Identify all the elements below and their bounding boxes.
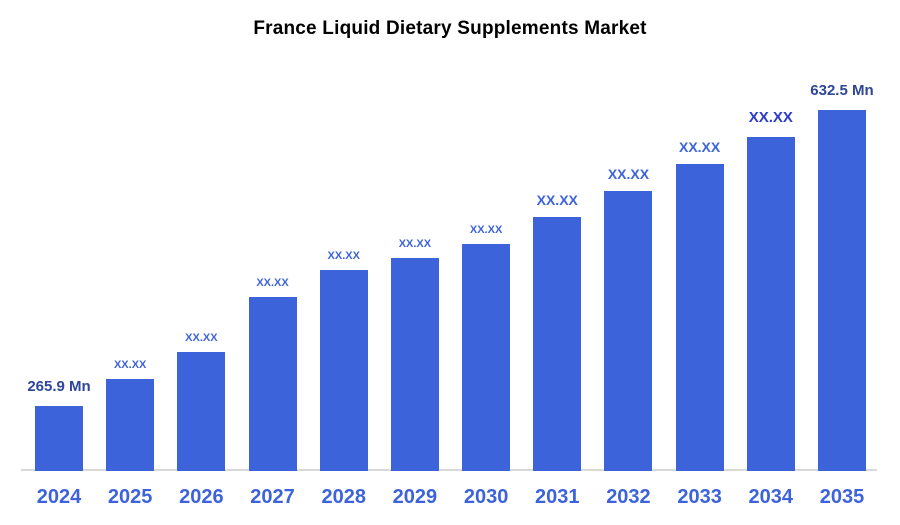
- bar-2025: [106, 379, 155, 471]
- bar-2027: [248, 297, 297, 471]
- value-label-2031: XX.XX: [536, 192, 578, 208]
- x-tick-2029: 2029: [392, 486, 438, 508]
- bar-2032: [604, 191, 653, 471]
- value-label-2029: XX.XX: [398, 238, 432, 250]
- x-axis-line: [21, 469, 877, 471]
- x-tick-2035: 2035: [819, 486, 865, 508]
- x-tick-2033: 2033: [677, 486, 722, 508]
- x-tick-2032: 2032: [606, 486, 651, 508]
- value-label-2033: XX.XX: [678, 139, 721, 155]
- x-tick-2026: 2026: [179, 486, 224, 508]
- x-tick-2028: 2028: [321, 486, 366, 508]
- bar-2035: [817, 110, 866, 471]
- bar-2031: [533, 217, 582, 471]
- x-tick-2031: 2031: [535, 486, 580, 508]
- bar-2033: [675, 164, 724, 471]
- bar-2034: [746, 137, 795, 471]
- value-label-2026: XX.XX: [185, 332, 218, 344]
- x-tick-2030: 2030: [463, 486, 509, 508]
- bar-2024: [35, 406, 83, 471]
- value-label-2027: XX.XX: [256, 277, 289, 289]
- bar-2030: [462, 244, 511, 471]
- value-label-2024: 265.9 Mn: [27, 378, 91, 395]
- value-label-2030: XX.XX: [469, 224, 503, 236]
- value-label-2032: XX.XX: [607, 166, 650, 182]
- value-label-2034: XX.XX: [748, 109, 793, 126]
- x-tick-2024: 2024: [36, 486, 82, 508]
- chart-title: France Liquid Dietary Supplements Market: [253, 18, 647, 39]
- value-label-2025: XX.XX: [113, 359, 147, 371]
- bar-2026: [177, 352, 226, 471]
- x-tick-2025: 2025: [107, 486, 153, 508]
- value-label-2035: 632.5 Mn: [810, 82, 874, 99]
- bar-2028: [319, 270, 368, 471]
- value-label-2028: XX.XX: [327, 250, 360, 262]
- x-tick-2027: 2027: [250, 486, 295, 508]
- bar-2029: [390, 258, 439, 471]
- x-tick-2034: 2034: [748, 486, 794, 508]
